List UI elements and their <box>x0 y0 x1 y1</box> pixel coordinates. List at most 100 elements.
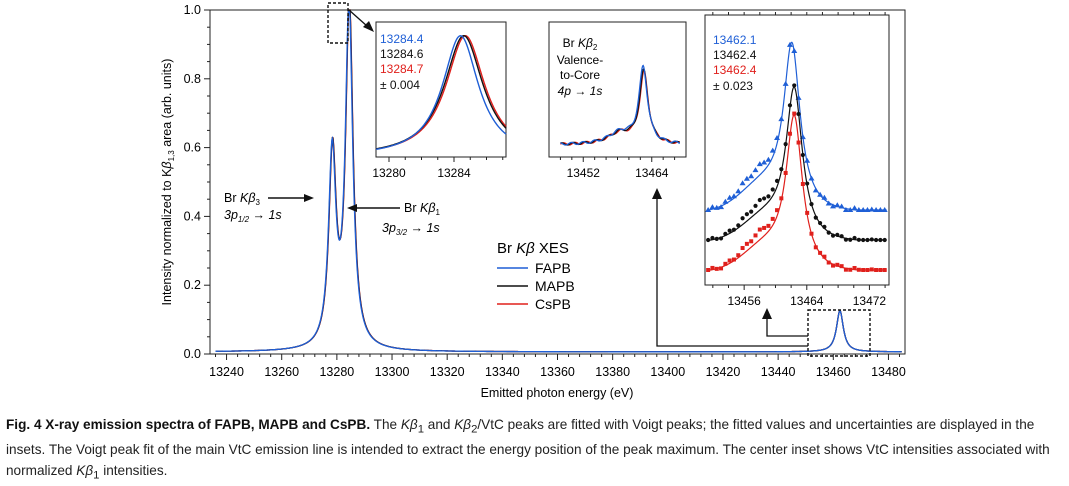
inset3-marker-mapb <box>723 231 728 236</box>
inset3-marker-mapb <box>770 187 775 192</box>
inset3-marker-fapb <box>860 207 867 212</box>
legend-title: Br Kβ XES <box>497 240 569 257</box>
legend-label-mapb: MAPB <box>535 278 575 294</box>
inset3-marker-fapb <box>756 161 763 167</box>
inset3-marker-fapb <box>761 159 768 165</box>
legend-label-fapb: FAPB <box>535 260 571 276</box>
inset3-marker-cspb <box>749 239 754 244</box>
kb1-peak-inset: 13280 13284 13284.4 13284.6 13284.7 ± 0.0… <box>372 21 507 180</box>
inset3-marker-cspb <box>839 264 844 269</box>
inset3-marker-fapb <box>881 207 888 212</box>
inset3-marker-fapb <box>722 198 729 204</box>
inset3-marker-mapb <box>835 232 840 237</box>
kb1-annotation: Br Kβ1 3p3/2 → 1s <box>347 201 440 237</box>
inset3-marker-mapb <box>783 141 788 147</box>
inset3-marker-cspb <box>753 233 758 238</box>
vtc-connector-right-head <box>762 308 772 319</box>
x-axis-ticks: 13240 13260 13280 13300 13320 13340 13360 13380… <box>209 354 906 379</box>
inset3-tick-label: 13472 <box>853 294 887 308</box>
inset3-marker-cspb <box>779 196 784 201</box>
inset3-marker-cspb <box>792 111 797 116</box>
figure-caption: Fig. 4 X-ray emission spectra of FAPB, M… <box>6 417 1050 482</box>
x-tick-label: 13360 <box>540 365 575 379</box>
inset3-marker-cspb <box>878 268 883 272</box>
inset3-marker-cspb <box>835 262 840 267</box>
x-tick-label: 13300 <box>375 365 410 379</box>
legend-label-cspb: CsPB <box>535 296 571 312</box>
inset3-marker-mapb <box>882 237 887 243</box>
inset3-fit-cspb <box>707 114 887 271</box>
inset3-marker-cspb <box>766 223 771 228</box>
y-tick-label: 0.8 <box>184 72 201 86</box>
x-tick-label: 13400 <box>650 365 685 379</box>
inset2-tick-label: 13452 <box>567 166 601 180</box>
inset2-line-2 <box>560 64 681 146</box>
inset3-marker-cspb <box>852 266 857 271</box>
inset3-marker-mapb <box>766 194 771 199</box>
x-tick-label: 13340 <box>485 365 520 379</box>
inset3-marker-mapb <box>809 202 814 207</box>
x-tick-label: 13380 <box>595 365 630 379</box>
vtc-connector-right <box>766 318 808 337</box>
inset3-marker-cspb <box>822 254 827 259</box>
inset3-marker-mapb <box>865 237 870 243</box>
inset3-marker-fapb <box>743 175 750 181</box>
x-tick-label: 13460 <box>816 365 851 379</box>
inset3-marker-fapb <box>804 157 811 163</box>
inset3-marker-mapb <box>753 203 758 208</box>
inset3-marker-mapb <box>861 237 866 243</box>
inset3-marker-mapb <box>856 237 861 242</box>
inset3-marker-mapb <box>749 209 754 214</box>
inset3-marker-cspb <box>809 231 814 236</box>
inset3-marker-fapb <box>821 194 828 200</box>
inset3-marker-fapb <box>851 205 858 211</box>
inset1-value-fapb: 13284.4 <box>380 32 424 46</box>
kb3-arrow-head <box>304 194 314 202</box>
inset3-marker-mapb <box>727 228 732 233</box>
inset3-x-ticks: 13456 13464 13472 <box>712 12 887 308</box>
vtc-fit-inset: 13456 13464 13472 13462.1 13462.4 13462.4 … <box>704 12 890 308</box>
inset2-label-line3: to-Core <box>560 68 600 82</box>
x-tick-label: 13240 <box>209 365 244 379</box>
inset3-marker-mapb <box>852 235 857 241</box>
inset3-marker-mapb <box>762 196 767 201</box>
inset1-tick-label: 13280 <box>372 166 406 180</box>
inset3-marker-mapb <box>710 235 715 241</box>
kb1-zoom-connector <box>348 9 368 27</box>
inset3-value-cspb: 13462.4 <box>713 63 757 77</box>
inset3-marker-cspb <box>723 261 728 266</box>
inset3-marker-fapb <box>709 204 716 210</box>
inset3-marker-fapb <box>774 134 781 140</box>
inset3-marker-mapb <box>774 178 780 183</box>
y-tick-label: 0.2 <box>184 278 201 292</box>
inset3-marker-fapb <box>834 202 841 208</box>
caption-title: Fig. 4 X-ray emission spectra of FAPB, M… <box>6 417 371 432</box>
inset2-tick-label: 13464 <box>635 166 669 180</box>
inset3-marker-fapb <box>838 203 845 209</box>
inset3-marker-fapb <box>769 147 776 153</box>
inset3-marker-cspb <box>714 266 719 271</box>
inset2-frame <box>548 21 687 158</box>
inset3-marker-mapb <box>787 103 793 108</box>
series-line-fapb <box>215 11 902 353</box>
inset3-marker-mapb <box>843 237 849 242</box>
inset3-tick-label: 13464 <box>790 294 824 308</box>
inset3-marker-fapb <box>778 116 785 122</box>
inset3-marker-cspb <box>770 216 775 221</box>
inset3-marker-mapb <box>826 230 831 235</box>
inset3-marker-mapb <box>822 224 827 229</box>
inset3-marker-cspb <box>736 253 741 258</box>
inset3-marker-cspb <box>740 246 745 251</box>
kb1-zoom-box <box>327 2 349 44</box>
inset3-marker-cspb <box>775 208 780 213</box>
inset3-marker-fapb <box>791 48 798 54</box>
inset3-marker-cspb <box>805 210 810 215</box>
x-tick-label: 13480 <box>871 365 906 379</box>
kb3-annotation: Br Kβ3 3p1/2 → 1s <box>224 191 314 224</box>
inset3-marker-fapb <box>873 207 880 212</box>
y-tick-label: 0.0 <box>184 347 201 361</box>
inset3-marker-fapb <box>842 207 849 212</box>
inset3-marker-cspb <box>762 225 767 230</box>
vtc-connector-center <box>656 198 808 347</box>
inset3-marker-cspb <box>826 260 831 265</box>
